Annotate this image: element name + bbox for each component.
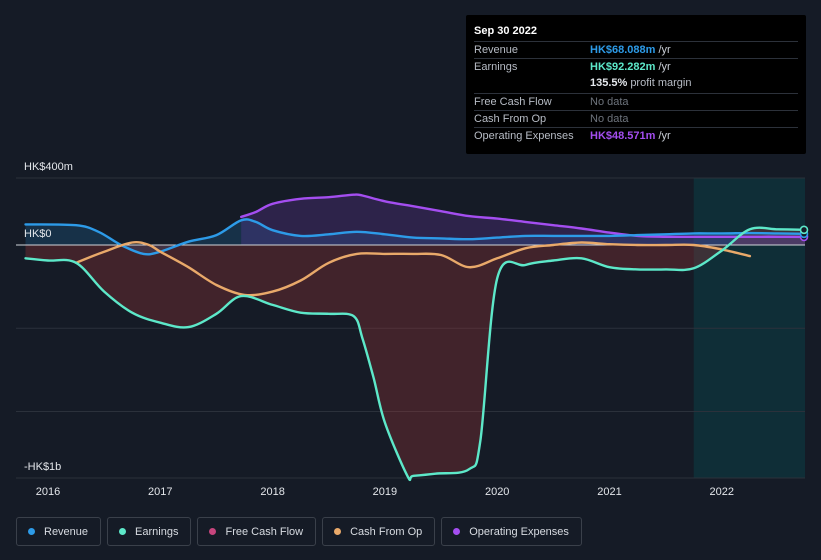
legend-dot-icon: [28, 528, 35, 535]
tooltip-date: Sep 30 2022: [474, 25, 537, 37]
x-tick-label: 2020: [485, 486, 509, 498]
legend-label: Revenue: [44, 525, 89, 538]
x-axis-labels: 2016 2017 2018 2019 2020 2021 2022: [36, 486, 734, 498]
tooltip-label: [474, 75, 590, 92]
legend-item-operating-expenses[interactable]: Operating Expenses: [441, 517, 582, 546]
y-tick-label: HK$0: [24, 228, 52, 240]
y-axis-labels: HK$400m HK$0 -HK$1b: [24, 161, 73, 473]
tooltip-value: HK$48.571m: [590, 129, 656, 142]
y-tick-label: -HK$1b: [24, 461, 61, 473]
data-tooltip: Sep 30 2022 Revenue HK$68.088m /yr Earni…: [466, 15, 806, 154]
tooltip-value: No data: [590, 95, 629, 108]
legend-label: Free Cash Flow: [225, 525, 304, 538]
series-lines: [16, 193, 807, 482]
legend-dot-icon: [119, 528, 127, 535]
line-earnings: [24, 226, 807, 482]
legend-dot-icon: [209, 528, 217, 535]
area-operating-expenses: [241, 194, 805, 245]
tooltip-value: 135.5%: [590, 77, 628, 90]
legend-label: Cash From Op: [350, 525, 423, 538]
tooltip-unit: /yr: [658, 61, 671, 74]
legend-label: Operating Expenses: [469, 525, 569, 538]
tooltip-row-cash-from-op: Cash From Op No data: [474, 109, 798, 127]
end-markers: [799, 225, 809, 242]
tooltip-value: HK$92.282m: [590, 61, 656, 74]
line-cash-from-op: [74, 241, 752, 297]
tooltip-label: Cash From Op: [474, 112, 547, 125]
tooltip-row-free-cash-flow: Free Cash Flow No data: [474, 92, 798, 110]
legend-item-revenue[interactable]: Revenue: [16, 517, 102, 546]
tooltip-unit: profit margin: [630, 77, 692, 90]
x-tick-label: 2018: [260, 486, 284, 498]
tooltip-row-profit-margin: 135.5% profit margin: [474, 75, 798, 92]
tooltip-value: No data: [590, 112, 629, 125]
tooltip-label: Revenue: [474, 44, 519, 56]
chart-legend: Revenue Earnings Free Cash Flow Cash Fro…: [16, 517, 582, 546]
y-tick-label: HK$400m: [24, 161, 73, 173]
x-tick-label: 2019: [373, 486, 397, 498]
legend-dot-icon: [453, 528, 461, 535]
tooltip-value: HK$68.088m: [590, 44, 656, 56]
end-marker-earnings: [799, 225, 809, 235]
x-tick-label: 2022: [710, 486, 734, 498]
tooltip-unit: /yr: [658, 129, 671, 142]
tooltip-label: Operating Expenses: [474, 129, 574, 142]
legend-dot-icon: [334, 528, 342, 535]
x-tick-label: 2016: [36, 486, 60, 498]
tooltip-label: Earnings: [474, 61, 518, 74]
tooltip-label: Free Cash Flow: [474, 95, 552, 108]
x-tick-label: 2021: [597, 486, 621, 498]
line-revenue: [24, 218, 807, 256]
legend-item-free-cash-flow[interactable]: Free Cash Flow: [197, 517, 317, 546]
tooltip-row-earnings: Earnings HK$92.282m /yr: [474, 58, 798, 75]
tooltip-unit: /yr: [658, 44, 671, 56]
area-earnings: [25, 227, 805, 480]
tooltip-row-operating-expenses: Operating Expenses HK$48.571m /yr: [474, 126, 798, 144]
legend-label: Earnings: [135, 525, 179, 538]
legend-item-earnings[interactable]: Earnings: [107, 517, 192, 546]
line-operating-expenses: [240, 193, 807, 239]
legend-item-cash-from-op[interactable]: Cash From Op: [322, 517, 436, 546]
tooltip-row-revenue: Revenue HK$68.088m /yr: [474, 41, 798, 58]
x-tick-label: 2017: [148, 486, 172, 498]
